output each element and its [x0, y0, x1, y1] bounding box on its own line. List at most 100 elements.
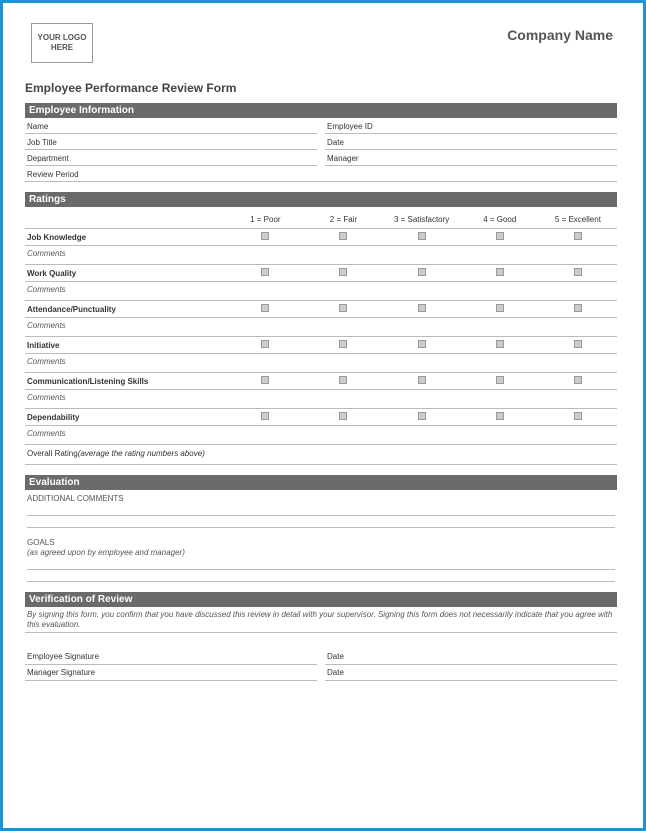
manager-signature-field[interactable]: Manager Signature [25, 665, 317, 681]
rating-comments-row[interactable]: Comments [25, 390, 617, 409]
field-manager[interactable]: Manager [325, 150, 617, 166]
field-employee-id[interactable]: Employee ID [325, 118, 617, 134]
rating-checkbox-cell[interactable] [461, 337, 539, 354]
field-job-title[interactable]: Job Title [25, 134, 317, 150]
checkbox-icon[interactable] [339, 232, 347, 240]
rating-checkbox-cell[interactable] [539, 229, 617, 246]
checkbox-icon[interactable] [339, 304, 347, 312]
checkbox-icon[interactable] [418, 412, 426, 420]
rating-checkbox-cell[interactable] [461, 373, 539, 390]
rating-row: Initiative [25, 337, 617, 354]
goals-line-1[interactable] [27, 558, 615, 570]
checkbox-icon[interactable] [496, 340, 504, 348]
checkbox-icon[interactable] [574, 412, 582, 420]
rating-checkbox-cell[interactable] [461, 301, 539, 318]
rating-category: Dependability [25, 409, 226, 426]
checkbox-icon[interactable] [261, 304, 269, 312]
rating-checkbox-cell[interactable] [226, 337, 304, 354]
rating-comments-row[interactable]: Comments [25, 354, 617, 373]
header-row: YOUR LOGO HERE Company Name [25, 19, 617, 63]
rating-row: Attendance/Punctuality [25, 301, 617, 318]
checkbox-icon[interactable] [418, 268, 426, 276]
rating-checkbox-cell[interactable] [226, 409, 304, 426]
rating-checkbox-cell[interactable] [383, 409, 461, 426]
checkbox-icon[interactable] [496, 412, 504, 420]
checkbox-icon[interactable] [418, 304, 426, 312]
additional-comments-label: ADDITIONAL COMMENTS [25, 493, 617, 504]
rating-comments-row[interactable]: Comments [25, 318, 617, 337]
checkbox-icon[interactable] [574, 268, 582, 276]
rating-checkbox-cell[interactable] [304, 301, 382, 318]
rating-comments-label: Comments [25, 246, 617, 265]
checkbox-icon[interactable] [339, 340, 347, 348]
field-review-period[interactable]: Review Period [25, 166, 617, 182]
checkbox-icon[interactable] [574, 304, 582, 312]
rating-category: Initiative [25, 337, 226, 354]
logo-placeholder: YOUR LOGO HERE [31, 23, 93, 63]
company-name: Company Name [507, 27, 613, 43]
rating-checkbox-cell[interactable] [226, 265, 304, 282]
rating-checkbox-cell[interactable] [304, 409, 382, 426]
rating-checkbox-cell[interactable] [383, 229, 461, 246]
manager-signature-date[interactable]: Date [325, 665, 617, 681]
checkbox-icon[interactable] [339, 376, 347, 384]
rating-checkbox-cell[interactable] [461, 229, 539, 246]
scale-5: 5 = Excellent [539, 211, 617, 229]
checkbox-icon[interactable] [418, 232, 426, 240]
scale-1: 1 = Poor [226, 211, 304, 229]
checkbox-icon[interactable] [496, 232, 504, 240]
rating-checkbox-cell[interactable] [304, 337, 382, 354]
rating-checkbox-cell[interactable] [461, 265, 539, 282]
rating-checkbox-cell[interactable] [539, 373, 617, 390]
rating-checkbox-cell[interactable] [304, 265, 382, 282]
checkbox-icon[interactable] [574, 340, 582, 348]
rating-row: Work Quality [25, 265, 617, 282]
rating-checkbox-cell[interactable] [383, 373, 461, 390]
checkbox-icon[interactable] [574, 376, 582, 384]
checkbox-icon[interactable] [496, 268, 504, 276]
checkbox-icon[interactable] [261, 268, 269, 276]
rating-row: Communication/Listening Skills [25, 373, 617, 390]
employee-signature-date[interactable]: Date [325, 649, 617, 665]
rating-comments-label: Comments [25, 390, 617, 409]
field-date[interactable]: Date [325, 134, 617, 150]
employee-signature-field[interactable]: Employee Signature [25, 649, 317, 665]
rating-checkbox-cell[interactable] [304, 373, 382, 390]
rating-checkbox-cell[interactable] [539, 337, 617, 354]
rating-checkbox-cell[interactable] [304, 229, 382, 246]
checkbox-icon[interactable] [339, 412, 347, 420]
additional-comments-line-2[interactable] [27, 516, 615, 528]
rating-row: Job Knowledge [25, 229, 617, 246]
rating-checkbox-cell[interactable] [226, 229, 304, 246]
rating-checkbox-cell[interactable] [539, 301, 617, 318]
rating-checkbox-cell[interactable] [383, 301, 461, 318]
rating-checkbox-cell[interactable] [226, 373, 304, 390]
rating-checkbox-cell[interactable] [226, 301, 304, 318]
checkbox-icon[interactable] [261, 232, 269, 240]
checkbox-icon[interactable] [261, 340, 269, 348]
rating-comments-row[interactable]: Comments [25, 282, 617, 301]
rating-checkbox-cell[interactable] [383, 337, 461, 354]
rating-checkbox-cell[interactable] [539, 409, 617, 426]
checkbox-icon[interactable] [261, 412, 269, 420]
checkbox-icon[interactable] [261, 376, 269, 384]
field-name[interactable]: Name [25, 118, 317, 134]
checkbox-icon[interactable] [496, 376, 504, 384]
rating-category: Job Knowledge [25, 229, 226, 246]
rating-comments-row[interactable]: Comments [25, 246, 617, 265]
checkbox-icon[interactable] [496, 304, 504, 312]
checkbox-icon[interactable] [574, 232, 582, 240]
checkbox-icon[interactable] [339, 268, 347, 276]
rating-checkbox-cell[interactable] [539, 265, 617, 282]
checkbox-icon[interactable] [418, 340, 426, 348]
goals-line-2[interactable] [27, 570, 615, 582]
rating-comments-row[interactable]: Comments [25, 426, 617, 445]
checkbox-icon[interactable] [418, 376, 426, 384]
verification-note: By signing this form, you confirm that y… [25, 607, 617, 634]
rating-checkbox-cell[interactable] [461, 409, 539, 426]
overall-rating-hint: (average the rating numbers above) [78, 449, 205, 458]
rating-checkbox-cell[interactable] [383, 265, 461, 282]
signature-grid: Employee Signature Date Manager Signatur… [25, 649, 617, 681]
additional-comments-line-1[interactable] [27, 504, 615, 516]
field-department[interactable]: Department [25, 150, 317, 166]
